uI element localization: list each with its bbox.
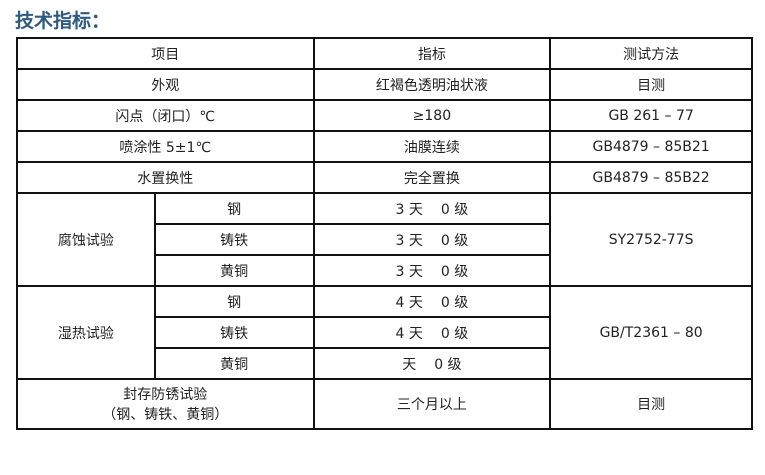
metal-cell: 铸铁 [153,223,315,256]
section-title: 技术指标： [15,10,111,32]
grade: 0 级 [434,356,462,373]
days: 天 [402,356,417,373]
item-cell: 水置换性 [16,161,315,194]
table-row: 水置换性 完全置换 GB4879 – 85B22 [16,161,753,194]
value-cell: 三个月以上 [312,378,552,430]
value-cell: 3 天 0 级 [312,254,552,287]
value-cell: 油膜连续 [312,130,552,163]
item-line: （钢、铸铁、黄铜） [102,407,229,423]
table-row: 喷涂性 5±1℃ 油膜连续 GB4879 – 85B21 [16,130,753,163]
grade: 0 级 [440,294,469,311]
days: 3 天 [395,201,423,218]
method-cell: GB4879 – 85B21 [549,130,753,163]
item-cell: 腐蚀试验 [16,192,156,287]
grade: 0 级 [440,201,469,218]
table-row: 封存防锈试验 （钢、铸铁、黄铜） 三个月以上 目测 [16,378,753,430]
days: 4 天 [395,325,423,342]
metal-cell: 黄铜 [153,347,315,380]
spec-table: 项目 指标 测试方法 外观 红褐色透明油状液 目测 闪点（闭口）℃ ≥180 G… [16,37,753,430]
value-cell: 天 0 级 [312,347,552,380]
method-cell: GB 261 – 77 [549,99,753,132]
header-method: 测试方法 [549,37,753,70]
value-cell: 3 天 0 级 [312,223,552,256]
item-cell: 闪点（闭口）℃ [16,99,315,132]
value-cell: ≥180 [312,99,552,132]
table-row: 黄铜 3 天 0 级 [17,254,752,287]
days: 4 天 [395,294,423,311]
value-cell: 4 天 0 级 [312,316,552,349]
method-cell: 目测 [549,68,753,101]
table-row: 铸铁 4 天 0 级 [17,316,752,349]
metal-cell: 黄铜 [153,254,315,287]
table-row: 腐蚀试验 钢 3 天 0 级 SY2752-77S [16,192,753,287]
grade: 0 级 [440,232,469,249]
value-cell: 完全置换 [312,161,552,194]
grade: 0 级 [440,263,469,280]
item-cell: 湿热试验 [16,285,156,380]
header-item: 项目 [16,37,315,70]
metal-cell: 钢 [153,192,315,225]
item-cell: 外观 [16,68,315,101]
table-row: 闪点（闭口）℃ ≥180 GB 261 – 77 [16,99,753,132]
metal-cell: 钢 [153,285,315,318]
item-cell: 封存防锈试验 （钢、铸铁、黄铜） [16,378,315,430]
days: 3 天 [395,263,423,280]
table-row: 黄铜 天 0 级 [17,347,752,380]
table-row: 湿热试验 钢 4 天 0 级 GB/T2361 – 80 [16,285,753,380]
grade: 0 级 [440,325,469,342]
value-cell: 4 天 0 级 [312,285,552,318]
method-cell: GB/T2361 – 80 [549,285,753,380]
metal-cell: 铸铁 [153,316,315,349]
value-cell: 3 天 0 级 [312,192,552,225]
method-cell: 目测 [549,378,753,430]
method-cell: GB4879 – 85B22 [549,161,753,194]
table-row: 外观 红褐色透明油状液 目测 [16,68,753,101]
table-row: 铸铁 3 天 0 级 [17,223,752,256]
value-cell: 红褐色透明油状液 [312,68,552,101]
method-cell: SY2752-77S [549,192,753,287]
table-header-row: 项目 指标 测试方法 [16,37,753,70]
days: 3 天 [395,232,423,249]
item-line: 封存防锈试验 [123,387,208,403]
header-value: 指标 [312,37,552,70]
item-cell: 喷涂性 5±1℃ [16,130,315,163]
